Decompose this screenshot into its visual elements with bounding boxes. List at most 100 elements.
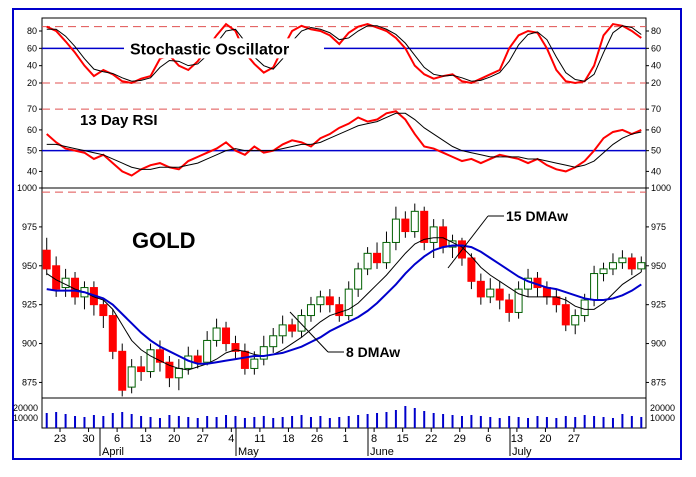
rsi-series-line xyxy=(46,110,642,177)
price-tick-label-left: 875 xyxy=(22,377,37,387)
candle-down xyxy=(627,257,636,270)
candle-down xyxy=(240,350,249,369)
candle-down xyxy=(401,218,410,233)
month-label: May xyxy=(238,446,259,458)
rsi-title: 13 Day RSI xyxy=(80,112,158,129)
date-label: 26 xyxy=(311,433,323,445)
candle-down xyxy=(118,350,127,391)
candle-down xyxy=(288,324,297,332)
volume-tick-label-left: 10000 xyxy=(13,413,38,423)
stochastic-tick-label-left: 60 xyxy=(27,43,37,53)
candle-up xyxy=(306,304,315,317)
candle-up xyxy=(146,349,155,373)
date-label: 6 xyxy=(485,433,491,445)
date-label: 30 xyxy=(82,433,94,445)
stochastic-tick-label-right: 40 xyxy=(651,61,661,71)
stochastic-tick-label-right: 20 xyxy=(651,78,661,88)
candle-up xyxy=(580,299,589,317)
stochastic-tick-label-right: 80 xyxy=(651,26,661,36)
ma8-callout-line xyxy=(289,311,329,353)
date-label: 8 xyxy=(371,433,377,445)
price-tick-label-left: 1000 xyxy=(17,183,37,193)
candle-up xyxy=(203,339,212,363)
date-label: 6 xyxy=(114,433,120,445)
rsi-tick-label-right: 60 xyxy=(651,125,661,135)
date-label: 22 xyxy=(425,433,437,445)
stochastic-title: Stochastic Oscillator xyxy=(130,41,289,58)
stochastic-series-line xyxy=(46,25,642,82)
candle-up xyxy=(269,335,278,348)
candle-up xyxy=(363,252,372,270)
candle-up xyxy=(571,315,580,326)
price-tick-label-right: 950 xyxy=(651,261,666,271)
rsi-tick-label-left: 70 xyxy=(27,104,37,114)
candle-up xyxy=(599,268,608,275)
candle-down xyxy=(325,296,334,306)
candle-down xyxy=(439,226,448,248)
price-tick-label-right: 900 xyxy=(651,339,666,349)
candle-up xyxy=(344,288,353,317)
candle-up xyxy=(429,226,438,243)
candle-down xyxy=(193,355,202,363)
candle-down xyxy=(52,265,61,290)
stochastic-tick-label-right: 60 xyxy=(651,43,661,53)
candle-up xyxy=(486,288,495,298)
rsi-tick-label-right: 70 xyxy=(651,104,661,114)
date-label: 4 xyxy=(228,433,234,445)
date-label: 20 xyxy=(168,433,180,445)
ma8-label: 8 DMAw xyxy=(346,344,400,360)
price-tick-label-right: 925 xyxy=(651,300,666,310)
candle-down xyxy=(155,349,164,363)
candle-up xyxy=(608,262,617,270)
price-tick-label-right: 1000 xyxy=(651,183,671,193)
price-tick-label-left: 925 xyxy=(22,300,37,310)
candle-up xyxy=(391,218,400,243)
candle-up xyxy=(212,327,221,341)
rsi-tick-label-left: 50 xyxy=(27,146,37,156)
candle-down xyxy=(165,361,174,379)
date-label: 27 xyxy=(197,433,209,445)
candle-down xyxy=(561,304,570,326)
candle-down xyxy=(231,343,240,352)
candle-down xyxy=(137,366,146,373)
candle-down xyxy=(335,304,344,317)
date-label: 23 xyxy=(54,433,66,445)
candle-down xyxy=(420,210,429,243)
candle-up xyxy=(590,273,599,301)
candle-down xyxy=(42,249,51,270)
candle-down xyxy=(476,280,485,298)
date-label: 29 xyxy=(454,433,466,445)
candle-down xyxy=(222,327,231,345)
stochastic-tick-label-left: 40 xyxy=(27,61,37,71)
price-tick-label-right: 875 xyxy=(651,377,666,387)
price-tick-label-right: 975 xyxy=(651,222,666,232)
candle-down xyxy=(505,299,514,313)
date-label: 11 xyxy=(254,433,265,445)
volume-tick-label-right: 10000 xyxy=(650,413,675,423)
stochastic-tick-label-left: 80 xyxy=(27,26,37,36)
rsi-tick-label-right: 40 xyxy=(651,166,661,176)
ma8-line xyxy=(46,237,642,371)
volume-tick-label-left: 20000 xyxy=(13,403,38,413)
candle-up xyxy=(259,346,268,360)
rsi-tick-label-left: 60 xyxy=(27,125,37,135)
candle-up xyxy=(524,277,533,290)
price-tick-label-left: 900 xyxy=(22,339,37,349)
month-label: June xyxy=(370,446,394,458)
ma15-callout-line xyxy=(447,215,489,269)
ma15-label: 15 DMAw xyxy=(506,208,568,224)
date-label: 20 xyxy=(539,433,551,445)
candle-up xyxy=(174,367,183,379)
candle-up xyxy=(316,296,325,306)
gold-title: GOLD xyxy=(132,228,196,253)
candle-up xyxy=(382,241,391,264)
price-tick-label-left: 950 xyxy=(22,261,37,271)
candle-up xyxy=(297,315,306,332)
candle-down xyxy=(108,315,117,352)
date-label: 27 xyxy=(568,433,580,445)
candle-up xyxy=(250,358,259,369)
candle-up xyxy=(278,324,287,337)
month-label: July xyxy=(512,446,532,458)
rsi-series-line xyxy=(46,112,642,170)
